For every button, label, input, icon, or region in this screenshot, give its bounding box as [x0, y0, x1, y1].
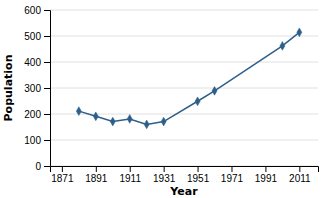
y-tick: 400 — [24, 57, 50, 68]
x-tick-label: 1991 — [255, 173, 278, 184]
marker — [195, 97, 200, 106]
x-axis-title: Year — [169, 185, 198, 198]
series — [76, 28, 302, 129]
marker — [110, 117, 115, 126]
marker — [297, 28, 302, 37]
x-axis: 1871 1891 1911 1931 1951 1971 1991 2011 — [51, 166, 319, 184]
y-tick: 0 — [35, 161, 50, 172]
y-tick-mark — [44, 88, 50, 89]
x-tick-label: 1891 — [85, 173, 108, 184]
y-tick-mark — [44, 140, 50, 141]
marker — [280, 42, 285, 51]
x-tick-label: 2011 — [289, 173, 311, 184]
y-tick-label: 200 — [24, 109, 41, 120]
y-tick: 100 — [24, 135, 50, 146]
y-axis: 0 100 200 300 400 500 600 — [24, 5, 50, 172]
x-tick-label: 1951 — [187, 173, 210, 184]
y-tick-label: 400 — [24, 57, 41, 68]
y-tick: 500 — [24, 31, 50, 42]
grid — [50, 10, 318, 166]
line — [79, 32, 300, 124]
x-tick-mark — [231, 166, 232, 172]
x-tick-mark — [62, 166, 63, 172]
grid-line — [50, 10, 318, 11]
y-tick-label: 600 — [24, 5, 41, 16]
marker — [161, 117, 166, 126]
grid-line — [50, 140, 318, 141]
x-tick: 1991 — [255, 166, 278, 184]
x-tick-mark — [96, 166, 97, 172]
x-tick-label: 1911 — [119, 173, 141, 184]
x-tick-mark — [198, 166, 199, 172]
y-tick-label: 500 — [24, 31, 41, 42]
plot-area: 1871 1891 1911 1931 1951 1971 1991 2011 0 100 200 3… — [24, 5, 318, 184]
chart: 1871 1891 1911 1931 1951 1971 1991 2011 0 100 200 3… — [0, 0, 330, 198]
y-tick-label: 300 — [24, 83, 41, 94]
y-tick-mark — [44, 114, 50, 115]
x-tick: 1951 — [187, 166, 210, 184]
x-tick: 2011 — [289, 166, 311, 184]
x-tick-label: 1931 — [153, 173, 176, 184]
y-tick-label: 100 — [24, 135, 41, 146]
x-tick-label: 1871 — [51, 173, 74, 184]
y-tick-mark — [44, 36, 50, 37]
y-tick-mark — [44, 10, 50, 11]
y-tick: 200 — [24, 109, 50, 120]
marker — [144, 120, 149, 129]
marker — [212, 86, 217, 95]
x-tick: 1971 — [221, 166, 244, 184]
y-axis-line — [44, 11, 51, 167]
x-tick-mark — [299, 166, 300, 172]
marker — [76, 107, 81, 116]
y-tick: 300 — [24, 83, 50, 94]
marker — [127, 115, 132, 124]
y-tick-label: 0 — [35, 161, 41, 172]
x-tick: 1891 — [85, 166, 108, 184]
grid-line — [50, 62, 318, 63]
x-tick-mark — [265, 166, 266, 172]
x-tick: 1931 — [153, 166, 176, 184]
y-tick-mark — [44, 62, 50, 63]
x-tick: 1911 — [119, 166, 141, 184]
x-axis-line — [51, 167, 319, 173]
x-tick-mark — [164, 166, 165, 172]
y-tick-mark — [44, 166, 50, 167]
marker — [93, 112, 98, 121]
y-tick: 600 — [24, 5, 50, 16]
grid-line — [50, 88, 318, 89]
grid-line — [50, 36, 318, 37]
x-tick: 1871 — [51, 166, 74, 184]
x-tick-label: 1971 — [221, 173, 244, 184]
x-tick-mark — [130, 166, 131, 172]
y-axis-title: Population — [2, 55, 15, 122]
